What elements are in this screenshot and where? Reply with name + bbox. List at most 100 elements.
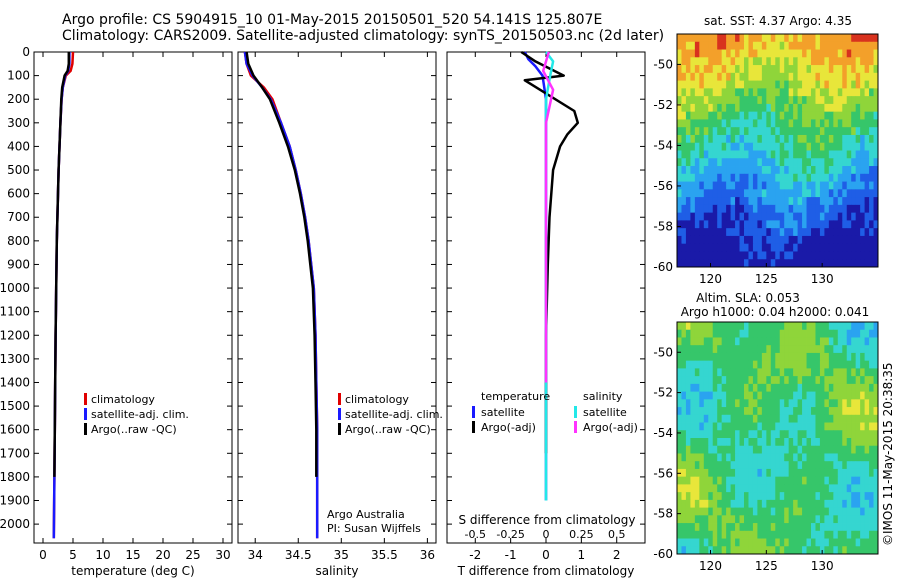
map-cell — [699, 181, 705, 190]
map-cell — [699, 166, 705, 175]
map-cell — [708, 422, 714, 431]
map-cell — [703, 119, 709, 128]
map-cell — [699, 88, 705, 97]
map-cell — [788, 476, 794, 485]
map-cell — [694, 119, 700, 128]
map-cell — [824, 430, 830, 439]
map-cell — [860, 507, 865, 516]
map-cell — [779, 538, 785, 547]
map-cell — [757, 134, 763, 144]
map-cell — [677, 322, 682, 331]
map-cell — [779, 166, 785, 175]
map-cell — [819, 453, 825, 462]
map-cell — [721, 65, 727, 74]
map-cell — [726, 72, 731, 81]
map-cell — [833, 523, 839, 532]
map-cell — [819, 322, 825, 331]
map-cell — [761, 259, 767, 268]
map-cell — [757, 345, 763, 354]
map-cell — [744, 368, 749, 377]
map-cell — [685, 453, 691, 462]
map-cell — [846, 345, 852, 354]
map-cell — [690, 189, 696, 198]
map-cell — [757, 414, 763, 423]
s-tick-label: -0.25 — [496, 528, 524, 541]
map-cell — [694, 414, 700, 423]
map-cell — [842, 57, 848, 66]
map-cell — [779, 515, 785, 524]
map-cell — [855, 150, 861, 159]
map-cell — [770, 111, 776, 120]
map-cell — [806, 228, 812, 237]
map-cell — [855, 212, 861, 221]
map-cell — [837, 422, 843, 431]
map-cell — [757, 368, 763, 377]
map-cell — [757, 530, 763, 539]
map-cell — [752, 337, 758, 346]
map-cell — [837, 72, 843, 81]
map-cell — [833, 65, 839, 74]
map-cell — [677, 166, 682, 175]
map-cell — [677, 368, 682, 377]
map-cell — [869, 546, 874, 555]
map-cell — [752, 345, 758, 354]
map-cell — [775, 119, 781, 128]
map-cell — [721, 430, 727, 439]
y-tick-label: -52 — [653, 386, 673, 400]
map-cell — [690, 430, 696, 439]
map-cell — [766, 181, 772, 190]
map-cell — [739, 142, 745, 151]
map-cell — [815, 461, 821, 470]
map-cell — [828, 407, 834, 416]
map-cell — [761, 414, 767, 423]
map-cell — [815, 407, 821, 416]
map-cell — [770, 538, 776, 547]
map-cell — [828, 197, 834, 206]
map-cell — [730, 337, 736, 346]
map-cell — [681, 422, 687, 431]
map-cell — [819, 80, 825, 89]
map-cell — [757, 80, 763, 89]
map-cell — [766, 422, 772, 431]
map-cell — [806, 507, 812, 516]
map-cell — [735, 492, 740, 501]
map-cell — [873, 329, 879, 338]
map-cell — [806, 445, 812, 454]
map-cell — [846, 368, 852, 377]
map-cell — [770, 34, 776, 43]
map-cell — [828, 376, 834, 385]
map-cell — [699, 383, 705, 392]
map-cell — [802, 345, 807, 354]
map-cell — [797, 352, 803, 362]
map-cell — [677, 430, 682, 439]
map-cell — [712, 322, 718, 331]
map-cell — [802, 523, 807, 532]
map-cell — [797, 103, 803, 113]
map-cell — [846, 453, 852, 462]
x-tick-label: 36 — [420, 548, 435, 562]
map-cell — [703, 476, 709, 485]
map-cell — [851, 119, 857, 128]
map-cell — [855, 41, 861, 50]
map-cell — [770, 430, 776, 439]
map-cell — [837, 523, 843, 532]
map-cell — [694, 438, 700, 447]
map-cell — [752, 368, 758, 377]
map-cell — [703, 212, 709, 221]
map-cell — [869, 220, 874, 229]
map-cell — [873, 204, 879, 214]
map-cell — [811, 111, 816, 120]
map-cell — [869, 228, 874, 237]
map-cell — [726, 461, 731, 470]
map-cell — [699, 34, 705, 43]
map-cell — [721, 166, 727, 175]
map-cell — [797, 166, 803, 175]
map-cell — [690, 445, 696, 454]
map-cell — [717, 476, 723, 485]
map-cell — [708, 484, 714, 493]
map-cell — [739, 212, 745, 221]
map-cell — [793, 127, 798, 136]
map-cell — [703, 158, 709, 167]
map-cell — [837, 41, 843, 50]
map-cell — [833, 453, 839, 462]
